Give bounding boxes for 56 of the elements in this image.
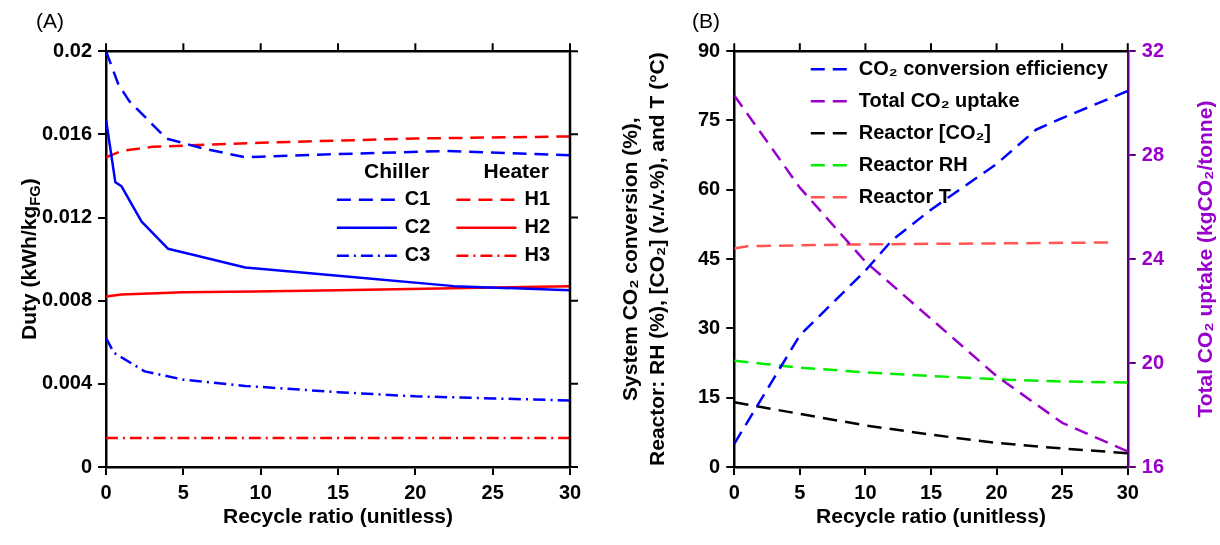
y2-tick-label: 20: [1141, 350, 1164, 373]
x-tick-label: 15: [919, 480, 943, 503]
legend-label: C2: [404, 215, 431, 238]
y-tick-label: 0.016: [41, 121, 93, 144]
y-tick-label: 75: [698, 108, 721, 131]
y-tick-label: 90: [698, 38, 721, 61]
y-tick-label: 0: [80, 454, 93, 477]
x-tick-label: 0: [100, 480, 112, 503]
x-tick-label: 25: [1051, 480, 1074, 503]
x-tick-label: 5: [177, 480, 189, 503]
line-series: [734, 359, 1128, 384]
legend-label: Reactor RH: [858, 152, 968, 175]
x-tick-label: 20: [404, 480, 427, 503]
line-series: [106, 51, 570, 159]
legend-label: Reactor T: [858, 184, 952, 207]
chart-title: (A): [36, 9, 64, 33]
y-tick-label: 60: [698, 177, 721, 200]
x-axis-title: Recycle ratio (unitless): [816, 503, 1046, 527]
x-tick-label: 10: [854, 480, 877, 503]
legend-label: CO₂ conversion efficiency: [858, 56, 1109, 79]
x-tick-label: 30: [558, 480, 582, 503]
y-tick-label: 0: [709, 454, 721, 477]
legend-label: C1: [404, 187, 431, 210]
y-axis-title: System CO₂ conversion (%), Reactor: RH (%), [CO₂] (v./v.%), and T (°C): [618, 52, 669, 466]
chart-title: (B): [692, 9, 720, 33]
y-tick-label: 45: [698, 246, 721, 269]
x-tick-label: 10: [249, 480, 272, 503]
legend-label: H2: [524, 215, 551, 238]
y-tick-label: 0.008: [41, 288, 93, 311]
y-tick-label: 0.004: [41, 371, 93, 394]
x-tick-label: 15: [326, 480, 350, 503]
x-tick-label: 5: [794, 480, 806, 503]
annotation: Chiller: [363, 158, 430, 182]
x-tick-label: 20: [985, 480, 1008, 503]
legend-label: H3: [524, 243, 551, 266]
y2-axis-title: Total CO₂ uptake (kgCO₂/tonne): [1192, 100, 1216, 418]
legend-label: Reactor [CO₂]: [858, 120, 992, 143]
x-tick-label: 0: [728, 480, 740, 503]
y-tick-label: 15: [698, 385, 721, 408]
x-tick-label: 30: [1116, 480, 1139, 503]
y-tick-label: 30: [698, 315, 721, 338]
y-axis-title: Duty (kWh/kgFG): [16, 178, 44, 340]
legend-label: H1: [524, 187, 551, 210]
x-axis-title: Recycle ratio (unitless): [223, 503, 453, 527]
legend-label: Total CO₂ uptake: [858, 88, 1020, 111]
legend-label: C3: [404, 243, 431, 266]
line-series: [106, 336, 570, 402]
y-tick-label: 0.012: [41, 205, 93, 228]
x-tick-label: 25: [481, 480, 504, 503]
line-series: [106, 135, 570, 159]
y2-tick-label: 32: [1141, 38, 1164, 61]
y2-tick-label: 16: [1141, 454, 1164, 477]
y2-tick-label: 24: [1141, 246, 1165, 269]
annotation: Heater: [483, 158, 549, 182]
y2-tick-label: 28: [1141, 142, 1164, 165]
y-tick-label: 0.02: [53, 38, 93, 61]
